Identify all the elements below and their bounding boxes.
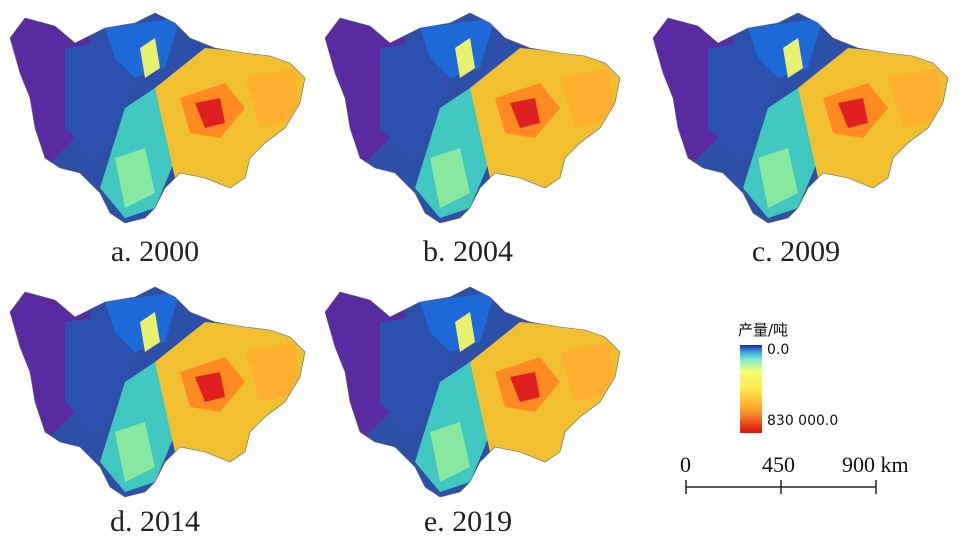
- caption-2014: d. 2014: [110, 505, 200, 538]
- scale-label-0: 0: [680, 452, 691, 477]
- map-panel-2000: [5, 8, 315, 228]
- map-panel-2009: [648, 8, 958, 228]
- map-2009: [652, 12, 949, 224]
- scale-label-900: 900 km: [842, 452, 909, 477]
- legend-color-ramp: [740, 345, 762, 433]
- caption-2019: e. 2019: [423, 505, 513, 538]
- map-panel-2004: [320, 8, 630, 228]
- legend-title: 产量/吨: [738, 321, 789, 339]
- legend-min-label: 0.0: [767, 342, 790, 358]
- caption-2009: c. 2009: [751, 235, 841, 268]
- map-2004: [324, 12, 621, 224]
- map-2000: [9, 12, 306, 224]
- scale-label-450: 450: [762, 452, 795, 477]
- caption-2004: b. 2004: [423, 235, 513, 268]
- caption-2000: a. 2000: [110, 235, 200, 268]
- map-2014: [9, 286, 306, 498]
- legend-max-label: 830 000.0: [767, 413, 839, 429]
- map-panel-2014: [5, 282, 315, 502]
- scale-bar: [685, 480, 877, 494]
- map-2019: [324, 286, 621, 498]
- map-panel-2019: [320, 282, 630, 502]
